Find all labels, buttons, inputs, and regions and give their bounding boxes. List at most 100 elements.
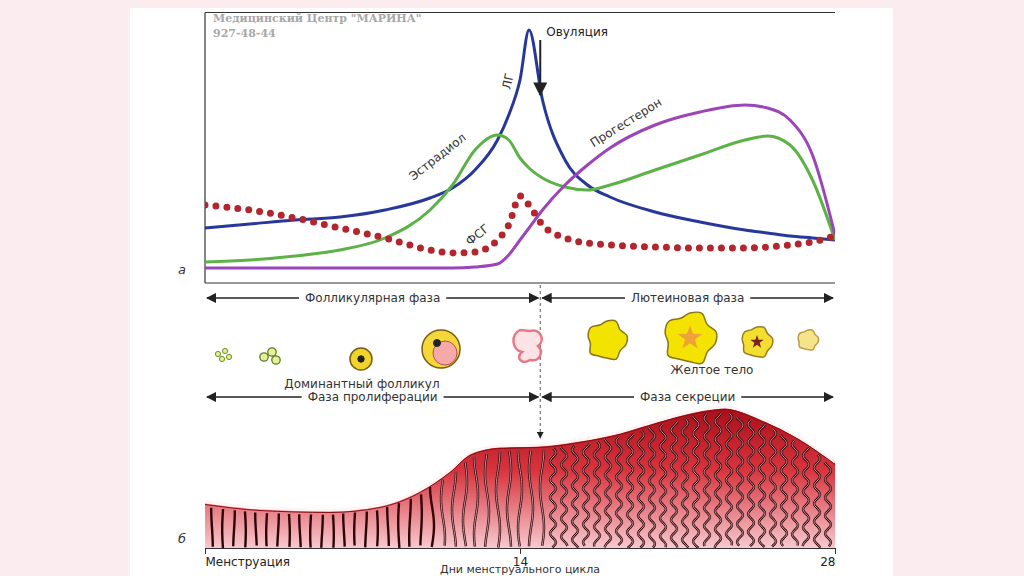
gland-lumen	[726, 413, 732, 545]
panel-background	[130, 8, 893, 576]
x-tick: 28	[820, 548, 835, 569]
y-axis-line	[204, 13, 205, 284]
gland-lumen	[825, 462, 831, 546]
follicle-part	[260, 353, 268, 361]
gland-lumen	[715, 413, 722, 548]
gland	[255, 513, 256, 546]
follicle-part	[358, 356, 364, 362]
gland	[452, 472, 456, 547]
gland-lumen	[605, 439, 611, 547]
gland	[277, 514, 278, 547]
gland	[474, 457, 478, 547]
gland-lumen	[649, 427, 655, 547]
phase-label-bg	[634, 389, 741, 405]
gland	[409, 499, 411, 547]
gland	[616, 437, 622, 545]
gland-lumen	[507, 451, 511, 547]
curve-label: ФСГ	[463, 221, 492, 248]
gland	[748, 420, 754, 546]
gland-lumen	[627, 434, 633, 548]
x-tick-mark	[520, 548, 521, 554]
gland	[572, 446, 578, 548]
frame-top	[205, 12, 835, 13]
follicle-part	[422, 330, 460, 368]
curve-label: ЛГ	[500, 72, 517, 91]
gland-lumen	[441, 480, 445, 546]
gland-lumen	[759, 424, 765, 547]
gland-lumen	[529, 450, 533, 546]
gland-lumen	[792, 441, 798, 546]
x-tick-label: 28	[820, 555, 835, 569]
gland	[463, 462, 467, 546]
gland	[693, 416, 699, 548]
gland	[550, 448, 556, 547]
corpus-luteum-core	[750, 335, 763, 348]
gland	[627, 434, 633, 548]
gland-lumen	[572, 446, 578, 548]
ovulation-label: Овуляция	[546, 25, 608, 39]
phase-label-bg	[302, 389, 444, 405]
gland	[507, 451, 511, 547]
gland-lumen	[770, 430, 776, 547]
gland	[398, 503, 399, 548]
x-tick-mark	[835, 548, 836, 554]
gland	[265, 513, 268, 546]
gland	[649, 427, 655, 547]
gland-lumen	[496, 451, 500, 547]
watermark-title: Медицинский Центр "МАРИНА"	[213, 12, 421, 25]
ovary-label: Доминантный фолликул	[284, 377, 439, 391]
gland	[792, 441, 798, 546]
gland	[803, 447, 810, 546]
panel-label: б	[178, 531, 186, 546]
gland	[332, 515, 335, 548]
ruptured-follicle	[513, 330, 541, 362]
gland	[682, 419, 688, 548]
corpus-luteum	[742, 327, 773, 358]
gland-lumen	[638, 431, 644, 548]
gland	[420, 494, 421, 545]
gland	[781, 435, 787, 546]
gland	[496, 451, 500, 547]
gland	[814, 455, 820, 548]
gland	[605, 439, 611, 547]
gland	[376, 510, 379, 546]
gland-lumen	[474, 457, 478, 547]
follicle-part	[215, 351, 220, 356]
follicle-part	[226, 354, 231, 359]
gland	[387, 507, 389, 546]
gland	[540, 450, 544, 546]
phase-label-bg	[625, 290, 750, 306]
gland	[321, 515, 322, 548]
x-tick-mark	[205, 548, 206, 554]
corpus-luteum	[588, 320, 627, 359]
x-axis-title: Дни менструального цикла	[440, 563, 600, 576]
gland	[353, 513, 356, 546]
phase-label: Фаза секреции	[640, 390, 735, 404]
gland	[221, 509, 224, 548]
hormone-curve	[205, 196, 835, 253]
corpus-luteum-core	[678, 325, 703, 349]
gland	[770, 430, 776, 547]
gland-lumen	[781, 435, 787, 546]
x-tick-label: Менструация	[206, 555, 290, 569]
ovary-illustration	[215, 312, 818, 370]
gland	[583, 444, 589, 546]
follicle-part	[434, 340, 441, 347]
gland	[737, 417, 743, 546]
gland	[518, 451, 522, 547]
gland-lumen	[540, 450, 544, 546]
gland	[529, 450, 533, 546]
gland	[704, 414, 710, 546]
gland	[825, 462, 831, 546]
endometrium-layer	[205, 407, 835, 548]
gland	[638, 431, 644, 548]
follicle-part	[272, 356, 280, 364]
hormone-curve	[205, 135, 835, 262]
endometrium-surface	[205, 407, 835, 510]
gland-lumen	[737, 417, 743, 546]
gland	[561, 447, 568, 546]
gland	[211, 508, 213, 547]
follicle-part	[222, 348, 227, 353]
x-tick: Менструация	[206, 548, 290, 569]
curve-label: Эстрадиол	[406, 130, 468, 183]
